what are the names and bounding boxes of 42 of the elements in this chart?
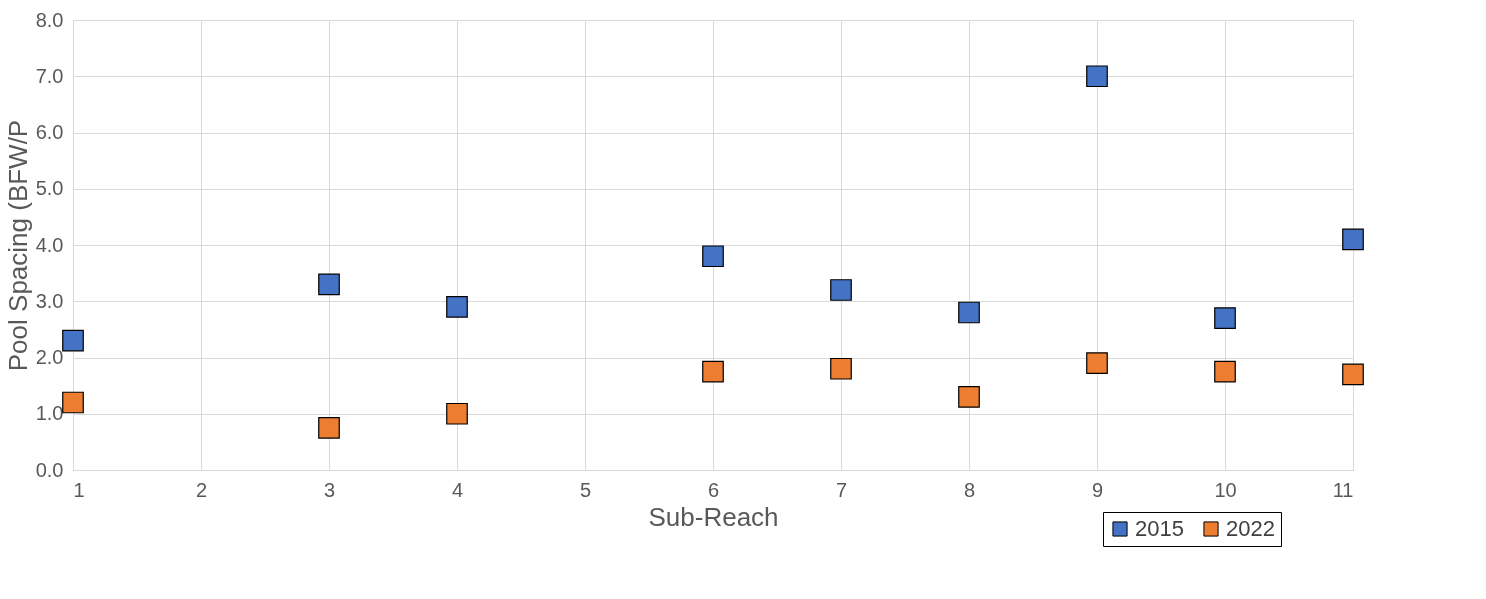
point — [446, 402, 468, 425]
y-tick-label: 0.0 — [35, 458, 64, 481]
point — [62, 329, 84, 352]
x-tick-label: 1 — [73, 478, 85, 501]
x-tick-label: 4 — [451, 478, 464, 501]
legend-label: 2015 — [1135, 516, 1184, 541]
x-tick-label: 5 — [579, 478, 592, 501]
point — [830, 357, 852, 380]
point — [446, 296, 468, 318]
point — [1342, 363, 1364, 386]
y-tick-label: 1.0 — [35, 402, 64, 425]
point — [1086, 352, 1108, 374]
y-tick-label: 7.0 — [35, 64, 64, 87]
x-tick-label: 6 — [707, 478, 720, 501]
x-axis-title: Sub-Reach — [648, 501, 779, 532]
point — [318, 273, 340, 296]
point — [1086, 65, 1108, 88]
point — [62, 391, 84, 414]
point — [830, 279, 852, 301]
x-tick-label: 9 — [1091, 478, 1104, 501]
y-tick-label: 4.0 — [35, 233, 64, 256]
y-axis-title: Pool Spacing (BFW/P — [2, 119, 33, 372]
point — [702, 245, 724, 268]
x-tick-label: 11 — [1332, 478, 1354, 501]
legend-label: 2022 — [1226, 516, 1275, 541]
y-tick-label: 5.0 — [35, 177, 64, 200]
point — [1214, 360, 1236, 383]
x-tick-label: 2 — [195, 478, 208, 501]
y-tick-label: 8.0 — [35, 8, 64, 31]
y-tick-label: 3.0 — [35, 289, 64, 312]
x-tick-label: 8 — [963, 478, 976, 501]
point — [958, 386, 980, 408]
point — [1214, 307, 1236, 329]
x-tick-label: 10 — [1214, 478, 1237, 501]
x-tick-label: 3 — [323, 478, 336, 501]
point — [702, 360, 724, 383]
point — [318, 416, 340, 439]
point — [1342, 228, 1364, 251]
x-tick-label: 7 — [835, 478, 848, 501]
point — [958, 301, 980, 324]
y-tick-label: 2.0 — [35, 346, 64, 368]
y-tick-label: 6.0 — [35, 121, 64, 143]
